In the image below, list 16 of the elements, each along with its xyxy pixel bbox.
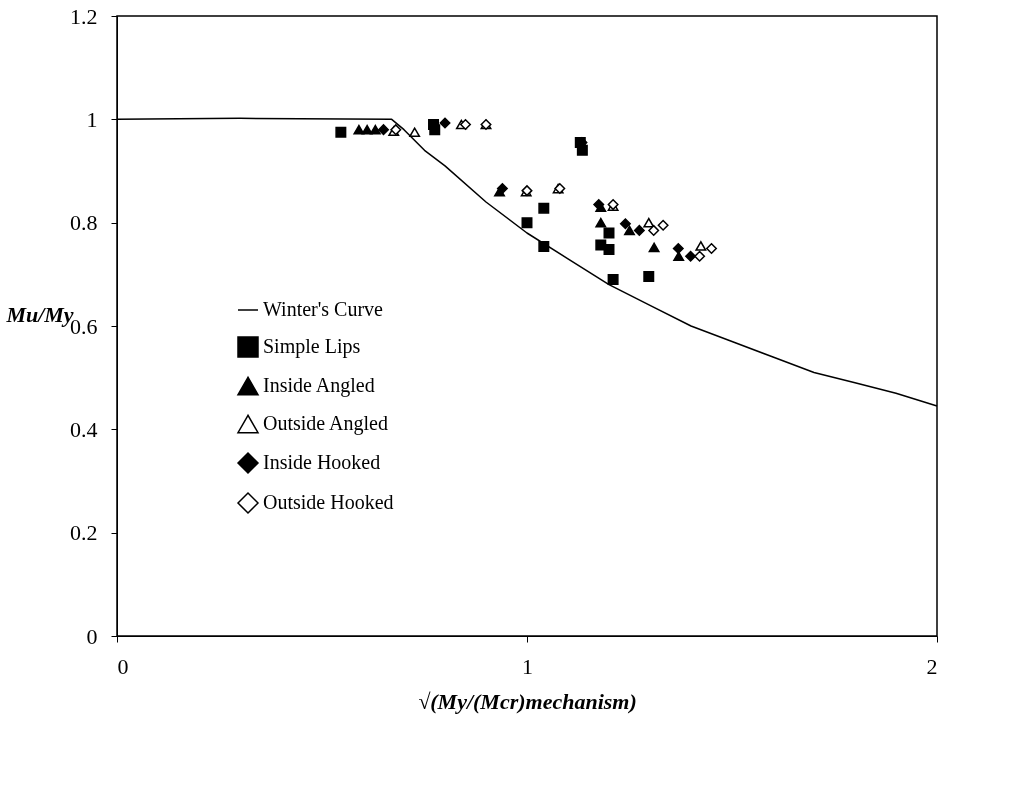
x-axis-title: √(My/(Mcr)mechanism) [418, 688, 637, 714]
y-tick-label: 0 [86, 623, 98, 649]
y-tick-label: 1 [86, 106, 98, 132]
x-tick-label: 1 [522, 653, 533, 679]
x-tick-label: 2 [926, 653, 938, 679]
legend-label: Inside Hooked [263, 451, 381, 473]
x-tick-label: 0 [117, 653, 129, 679]
legend-label: Outside Hooked [263, 491, 394, 513]
y-tick-label: 0.8 [70, 210, 98, 236]
legend-label: Inside Angled [263, 374, 375, 397]
legend-label: Simple Lips [263, 335, 361, 358]
legend-label: Outside Angled [263, 412, 388, 435]
y-tick-label: 0.2 [70, 520, 98, 546]
y-tick-label: 0.4 [70, 416, 98, 442]
y-tick-label: 1.2 [70, 3, 98, 29]
legend-label: Winter's Curve [263, 298, 384, 320]
